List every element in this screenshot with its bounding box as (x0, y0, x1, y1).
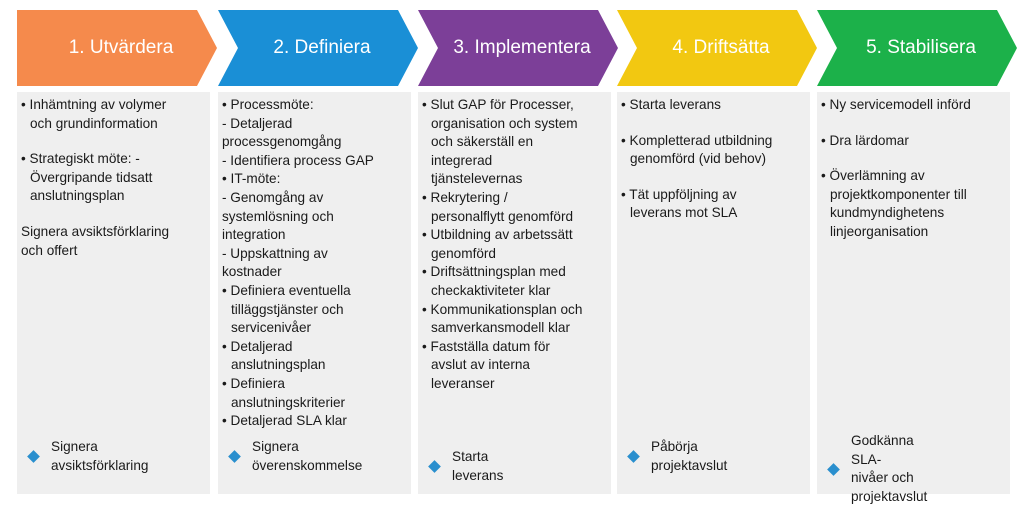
phase-header-implementera: 3. Implementera (418, 10, 618, 86)
activity-item: - Detaljerad processgenomgång (222, 115, 342, 150)
phase-header-driftsatta: 4. Driftsätta (617, 10, 817, 86)
phase-title: 2. Definiera (273, 37, 371, 58)
activity-item: • Slut GAP för Processer, organisation o… (422, 97, 578, 187)
phase-header-utvardera: 1. Utvärdera (17, 10, 217, 86)
spacer (821, 115, 1006, 132)
activity-item: - Uppskattning av kostnader (222, 245, 328, 280)
milestone-label: Signera avsiktsförklaring (51, 439, 149, 473)
activity-item: • Detaljerad SLA klar (222, 413, 347, 429)
activity-item: • Definiera eventuella tilläggstjänster … (222, 282, 351, 336)
phase-title: 3. Implementera (453, 37, 591, 58)
activity-item: • Starta leverans (621, 97, 721, 112)
activity-list: • Inhämtning av volymer och grundinforma… (21, 96, 206, 260)
activity-item: • Kommunikationsplan och samverkansmodel… (422, 301, 583, 336)
milestone-label: Godkänna SLA- nivåer och projektavslut (851, 433, 928, 504)
phase-title: 5. Stabilisera (866, 37, 976, 58)
phase-panel-implementera: • Slut GAP för Processer, organisation o… (418, 92, 611, 494)
activity-item: • Kompletterad utbildning genomförd (vid… (621, 132, 773, 167)
activity-list: • Ny servicemodell införd • Dra lärdomar •… (821, 96, 1006, 242)
phase-header-definiera: 2. Definiera (218, 10, 418, 86)
phase-panel-driftsatta: • Starta leverans • Kompletterad utbildni… (617, 92, 810, 494)
activity-item: • Inhämtning av volymer och grundinforma… (21, 97, 167, 131)
phase-panel-definiera: • Processmöte: - Detaljerad processgenom… (218, 92, 411, 494)
spacer (621, 169, 806, 186)
activity-item: • Processmöte: (222, 97, 314, 112)
phase-title: 4. Driftsätta (672, 37, 770, 58)
activity-item: • Rekrytering / personalflytt genomförd (422, 189, 574, 224)
activity-item: • Överlämning av projektkomponenter till… (821, 168, 967, 239)
spacer (21, 206, 206, 223)
phase-header-stabilisera: 5. Stabilisera (817, 10, 1017, 86)
activity-item: - Identifiera process GAP (222, 152, 374, 168)
activity-item: • Definiera anslutningskriterier (222, 375, 346, 410)
activity-list: • Slut GAP för Processer, organisation o… (422, 96, 607, 394)
activity-item: • Strategiskt möte: - Övergripande tidsa… (21, 151, 153, 204)
activity-item: • Ny servicemodell införd (821, 97, 971, 112)
activity-item: • Fastställa datum för avslut av interna… (422, 338, 550, 391)
activity-list: • Starta leverans • Kompletterad utbildni… (621, 96, 806, 223)
milestone-label: Starta leverans (452, 449, 504, 483)
milestone-label: Påbörja projektavslut (651, 439, 728, 473)
spacer (21, 133, 206, 150)
phase-title: 1. Utvärdera (68, 37, 174, 58)
phase-panel-stabilisera: • Ny servicemodell införd • Dra lärdomar •… (817, 92, 1010, 494)
activity-item: - Genomgång av systemlösning och integra… (222, 189, 334, 243)
activity-item: • Driftsättningsplan med checkaktivitete… (422, 264, 566, 298)
milestone-label: Signera överenskommelse (252, 439, 363, 473)
activity-item: • Utbildning av arbetssätt genomförd (422, 227, 573, 261)
activity-item: • IT-möte: (222, 171, 281, 187)
activity-item: • Detaljerad anslutningsplan (222, 338, 326, 373)
spacer (621, 115, 806, 132)
phase-panel-utvardera: • Inhämtning av volymer och grundinforma… (17, 92, 210, 494)
activity-item: • Dra lärdomar (821, 132, 909, 148)
activity-item: • Tät uppföljning av leverans mot SLA (621, 186, 738, 221)
activity-list: • Processmöte: - Detaljerad processgenom… (222, 96, 407, 431)
activity-item: Signera avsiktsförklaring och offert (21, 223, 170, 258)
spacer (821, 150, 1006, 167)
